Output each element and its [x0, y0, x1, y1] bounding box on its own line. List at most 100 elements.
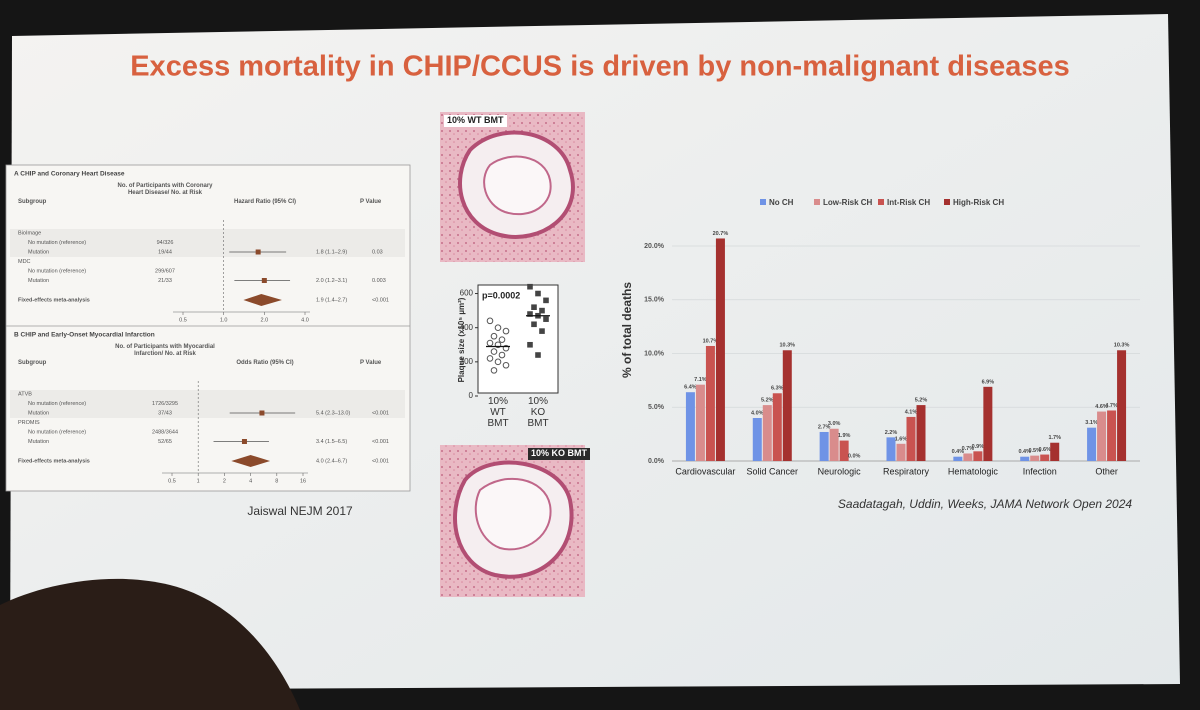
row-label: Fixed-effects meta-analysis — [18, 297, 90, 303]
value-label: 0.9% — [972, 444, 985, 450]
row-count: 21/33 — [158, 278, 172, 284]
point — [486, 339, 494, 347]
point — [494, 324, 502, 331]
row-shade — [10, 390, 405, 418]
point — [502, 327, 510, 335]
value-label: 6.9% — [982, 379, 995, 385]
row-count: 19/44 — [158, 249, 172, 255]
y-tick-label: 200 — [460, 357, 474, 366]
row-p: <0.001 — [372, 439, 389, 445]
row-label: Mutation — [28, 410, 49, 416]
x-tick-label: 1 — [197, 478, 200, 484]
slide-title: Excess mortality in CHIP/CCUS is driven … — [130, 51, 1070, 83]
row-label: ATVB — [18, 391, 32, 397]
row-count: 37/43 — [158, 410, 172, 416]
audience-head — [0, 578, 300, 710]
y-tick-label: 0.0% — [648, 458, 665, 465]
x-tick-label: 4 — [249, 478, 252, 484]
column-header: Subgroup — [18, 360, 47, 366]
value-label: 4.1% — [905, 409, 918, 415]
x-tick-label: Cardiovascular — [675, 466, 735, 476]
value-label: 10.3% — [779, 343, 795, 349]
bar — [886, 437, 896, 461]
bar — [839, 440, 849, 461]
bar — [685, 392, 695, 461]
value-label: 0.0% — [848, 453, 861, 459]
bar — [1087, 427, 1097, 461]
legend-label: Int-Risk CH — [887, 198, 930, 207]
y-tick-label: 10.0% — [644, 350, 665, 357]
point — [490, 348, 498, 355]
column-header: No. of Participants with Coronary Heart … — [117, 183, 213, 196]
estimate — [255, 249, 261, 255]
row-ci: 5.4 (2.3–13.0) — [316, 410, 350, 416]
column-header: Odds Ratio (95% CI) — [236, 360, 294, 366]
row-label: Mutation — [28, 278, 49, 284]
citation: Jaiswal NEJM 2017 — [247, 504, 353, 518]
x-tick-label: Respiratory — [883, 466, 930, 476]
point — [498, 351, 506, 359]
bar — [705, 345, 715, 461]
legend-swatch — [878, 199, 884, 205]
annotation: p=0.0002 — [482, 290, 520, 300]
value-label: 2.2% — [885, 430, 898, 436]
point — [494, 358, 502, 366]
x-tick-label: 10% WT BMT — [487, 396, 509, 429]
point — [539, 328, 545, 334]
row-p: 0.003 — [372, 278, 386, 284]
row-ci: 4.0 (2.4–6.7) — [316, 458, 347, 464]
bar — [906, 416, 916, 461]
row-count: 1726/3295 — [152, 401, 178, 407]
value-label: 4.0% — [751, 410, 764, 416]
point — [498, 336, 506, 343]
x-tick-label: 2 — [223, 478, 226, 484]
y-tick-label: 20.0% — [644, 243, 665, 250]
x-tick-label: 1.0 — [220, 317, 228, 323]
value-label: 0.7% — [962, 446, 975, 452]
row-count: 94/326 — [157, 240, 174, 246]
point — [486, 317, 494, 325]
point — [527, 341, 533, 348]
row-p: <0.001 — [372, 297, 389, 303]
x-tick-label: 4.0 — [301, 317, 309, 323]
point — [486, 355, 494, 362]
point — [543, 316, 549, 322]
citation: Saadatagah, Uddin, Weeks, JAMA Network O… — [838, 497, 1132, 511]
row-p: <0.001 — [372, 410, 389, 416]
row-label: No mutation (reference) — [28, 429, 86, 435]
point — [494, 341, 502, 349]
legend-label: High-Risk CH — [953, 198, 1004, 207]
value-label: 0.5% — [1028, 448, 1041, 454]
row-p: 0.03 — [372, 249, 383, 255]
row-ci: 1.9 (1.4–2.7) — [316, 297, 347, 303]
forest-panel — [5, 164, 411, 492]
y-axis-label: Plaque size (x10⁵ µm²) — [457, 297, 466, 382]
legend-label: No CH — [769, 198, 794, 207]
point — [543, 297, 549, 304]
row-shade — [10, 229, 405, 257]
y-tick-label: 0 — [469, 391, 474, 400]
row-ci: 1.8 (1.1–2.9) — [316, 249, 347, 255]
bar — [916, 405, 926, 461]
legend-swatch — [814, 199, 820, 205]
point — [502, 344, 510, 352]
x-tick-label: Neurologic — [818, 466, 862, 476]
estimate — [259, 410, 265, 416]
value-label: 4.6% — [1095, 404, 1108, 410]
bar — [973, 451, 983, 461]
estimate — [261, 278, 267, 283]
bar — [1117, 350, 1127, 461]
column-header: No. of Participants with Myocardial Infa… — [115, 344, 215, 357]
y-tick-label: 600 — [460, 289, 474, 298]
value-label: 10.7% — [703, 338, 719, 344]
row-label: MDC — [18, 259, 31, 265]
panel-heading: A CHIP and Coronary Heart Disease — [14, 171, 125, 178]
x-tick-label: Infection — [1023, 466, 1057, 476]
column-header: P Value — [360, 360, 382, 366]
legend-label: Low-Risk CH — [823, 198, 873, 207]
summary-diamond — [231, 455, 271, 467]
column-header: P Value — [360, 199, 382, 205]
x-tick-label: 0.5 — [168, 478, 176, 484]
